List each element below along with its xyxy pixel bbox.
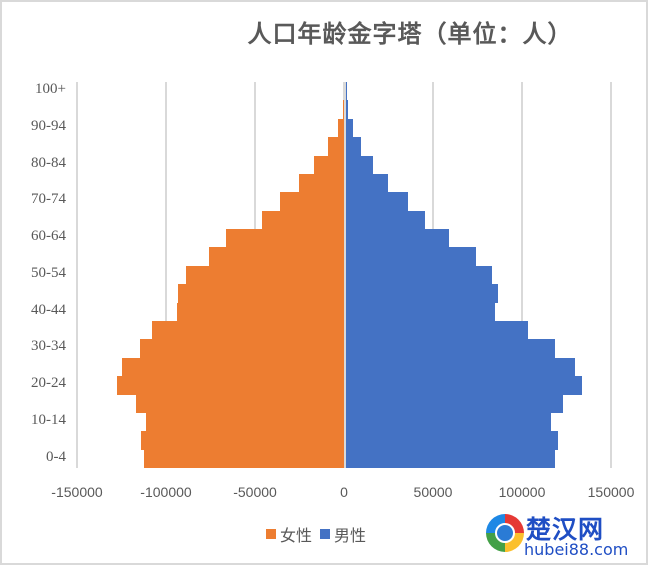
male-bar-20-24	[346, 376, 582, 395]
female-bar-20-24	[117, 376, 344, 395]
y-tick-label: 40-44	[31, 301, 66, 318]
gridline	[610, 82, 612, 468]
female-bar-50-54	[185, 265, 344, 285]
y-tick-label: 90-94	[31, 117, 66, 134]
globe-icon	[486, 514, 524, 552]
x-tick-label: 0	[340, 484, 348, 500]
male-bar-5-9	[346, 431, 558, 450]
x-tick-label: -50000	[233, 484, 277, 500]
y-tick-label: 0-4	[46, 448, 66, 465]
female-bar-0-4	[143, 449, 344, 469]
y-tick-label: 50-54	[31, 264, 66, 281]
gridline	[76, 82, 78, 468]
male-bar-85-89	[346, 137, 361, 156]
x-tick-label: -150000	[51, 484, 103, 500]
y-tick-label: 20-24	[31, 375, 66, 392]
watermark-url: hubei88.com	[524, 540, 629, 559]
female-bar-60-64	[225, 229, 344, 248]
male-bar-35-39	[346, 320, 529, 340]
male-bar-95-99	[346, 100, 348, 120]
x-tick-label: 150000	[587, 484, 635, 500]
x-tick-label: 100000	[498, 484, 546, 500]
chart-title: 人口年龄金字塔（单位：人）	[247, 19, 573, 48]
female-bar-70-74	[279, 192, 344, 211]
male-bar-15-19	[346, 394, 564, 414]
female-bar-25-29	[121, 357, 344, 377]
female-bar-35-39	[151, 320, 344, 340]
x-tick-label: 50000	[413, 484, 453, 500]
watermark-name: 楚汉网	[526, 515, 605, 544]
female-bar-55-59	[208, 247, 344, 267]
male-bar-80-84	[346, 155, 374, 175]
x-tick-label: -100000	[140, 484, 192, 500]
male-bar-100+	[346, 82, 347, 101]
y-tick-label: 30-34	[31, 338, 66, 355]
legend-swatch-male	[320, 529, 331, 539]
y-tick-label: 100+	[35, 81, 66, 97]
male-bar-65-69	[346, 210, 426, 230]
watermark-logo: 楚汉网 hubei88.com	[484, 510, 644, 560]
male-bar-40-44	[346, 302, 496, 322]
male-bar-50-54	[346, 265, 492, 285]
female-bar-85-89	[327, 137, 344, 156]
male-bar-10-14	[346, 412, 551, 432]
female-bar-10-14	[146, 412, 344, 432]
legend-label-male: 男性	[334, 526, 367, 545]
legend: 女性 男性	[266, 522, 366, 546]
male-bar-45-49	[346, 284, 499, 303]
y-tick-label: 80-84	[31, 154, 66, 171]
gridline	[165, 82, 167, 468]
y-tick-label: 60-64	[31, 228, 66, 245]
male-bar-55-59	[346, 247, 476, 267]
y-tick-label: 10-14	[31, 411, 66, 428]
y-tick-label: 70-74	[31, 191, 66, 208]
female-bar-45-49	[177, 284, 344, 303]
male-bar-0-4	[346, 449, 556, 469]
female-bar-40-44	[176, 302, 344, 322]
female-bar-5-9	[141, 431, 344, 450]
female-bar-15-19	[135, 394, 344, 414]
male-bar-60-64	[346, 229, 450, 248]
zero-axis-line	[344, 82, 346, 468]
male-bar-25-29	[346, 357, 575, 377]
legend-label-female: 女性	[280, 526, 313, 545]
female-bar-65-69	[262, 210, 344, 230]
male-bar-30-34	[346, 339, 556, 358]
female-bar-75-79	[298, 173, 344, 193]
female-bar-30-34	[140, 339, 344, 358]
male-bar-70-74	[346, 192, 409, 211]
male-bar-75-79	[346, 173, 388, 193]
legend-swatch-female	[266, 529, 276, 539]
male-bar-90-94	[346, 118, 353, 138]
female-bar-80-84	[313, 155, 344, 175]
gridline	[521, 82, 523, 468]
female-bar-95-99	[342, 100, 344, 120]
female-bar-90-94	[337, 118, 344, 138]
